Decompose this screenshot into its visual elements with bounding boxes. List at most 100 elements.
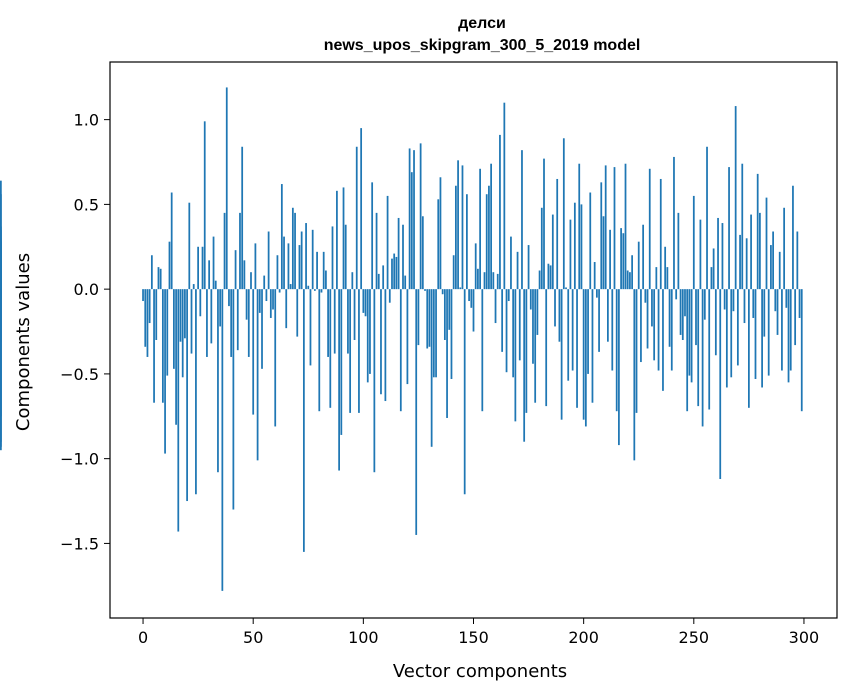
bar <box>741 163 744 290</box>
bar <box>424 289 426 291</box>
bar <box>144 289 147 347</box>
bar <box>170 192 173 290</box>
bar <box>767 289 770 376</box>
bar <box>717 217 719 290</box>
bar <box>659 178 662 290</box>
bar <box>714 289 717 356</box>
y-tick-label: −0.5 <box>60 365 99 384</box>
bar <box>562 138 565 290</box>
bar <box>382 265 385 290</box>
bar <box>432 289 435 378</box>
bar <box>164 289 166 454</box>
bar <box>618 289 620 446</box>
bar <box>770 245 772 290</box>
bar <box>637 241 640 290</box>
bar <box>794 289 797 346</box>
bar <box>430 289 433 447</box>
y-tick-label: −1.5 <box>60 534 99 553</box>
bar <box>452 255 455 290</box>
bar <box>525 289 528 413</box>
bar <box>501 289 504 352</box>
bar <box>166 289 169 376</box>
bar <box>666 267 669 290</box>
bar <box>181 289 184 378</box>
bar <box>342 187 345 290</box>
bar <box>173 289 175 369</box>
bar <box>655 267 658 290</box>
bar <box>448 289 451 330</box>
x-axis-label: Vector components <box>393 661 567 682</box>
bars-group <box>0 87 803 591</box>
bar <box>234 250 237 290</box>
bar <box>626 270 629 290</box>
bar <box>459 287 462 290</box>
bar <box>708 289 711 410</box>
bar <box>507 289 510 302</box>
bar <box>551 214 554 290</box>
bar <box>538 270 541 290</box>
bar <box>584 289 587 427</box>
bar <box>521 150 523 290</box>
bar <box>408 148 411 290</box>
bar <box>241 146 244 290</box>
bar <box>250 272 252 290</box>
bar <box>481 289 484 412</box>
bar <box>214 280 217 290</box>
bar <box>353 289 356 340</box>
bar <box>309 289 312 366</box>
bar <box>644 289 647 303</box>
bar <box>772 231 774 290</box>
y-axis: −1.5 −1.0 −0.5 0.0 0.5 1.0 <box>60 111 110 553</box>
bar <box>316 251 318 290</box>
bar <box>395 256 398 290</box>
bar <box>540 207 543 290</box>
bar <box>580 204 583 290</box>
bar <box>329 289 332 408</box>
bar <box>653 289 656 361</box>
bar <box>298 245 301 290</box>
bar <box>615 289 618 412</box>
bar <box>351 272 354 290</box>
bar <box>706 146 708 290</box>
bar <box>157 267 160 290</box>
bar <box>305 223 307 290</box>
bar <box>800 289 803 412</box>
bar <box>642 224 645 290</box>
bar <box>697 289 700 407</box>
bar <box>629 272 631 290</box>
bar <box>565 287 567 290</box>
bar <box>609 229 611 290</box>
bar <box>670 289 673 371</box>
bar <box>366 289 369 383</box>
bar <box>695 289 697 346</box>
bar <box>591 289 594 403</box>
x-tick-label: 200 <box>568 628 599 647</box>
bar <box>184 289 186 339</box>
bar <box>668 289 671 347</box>
bar <box>150 255 153 290</box>
bar <box>624 163 627 290</box>
bar <box>406 289 409 385</box>
bar <box>369 289 371 374</box>
bar <box>415 289 418 535</box>
bar <box>781 289 783 371</box>
bar <box>662 289 664 391</box>
bar <box>646 289 649 349</box>
bar <box>254 243 257 290</box>
bar <box>336 190 338 290</box>
bar <box>454 185 457 290</box>
bar <box>269 289 272 318</box>
bar <box>333 289 336 354</box>
bar <box>759 212 761 290</box>
bar <box>488 185 490 290</box>
bar <box>472 289 475 332</box>
bar <box>466 194 468 290</box>
bar <box>556 178 559 290</box>
bar <box>148 289 151 324</box>
bar <box>203 121 206 290</box>
bar <box>657 289 660 371</box>
bar <box>371 182 374 290</box>
bar <box>296 289 299 337</box>
bar <box>358 289 360 413</box>
bar <box>197 246 199 290</box>
